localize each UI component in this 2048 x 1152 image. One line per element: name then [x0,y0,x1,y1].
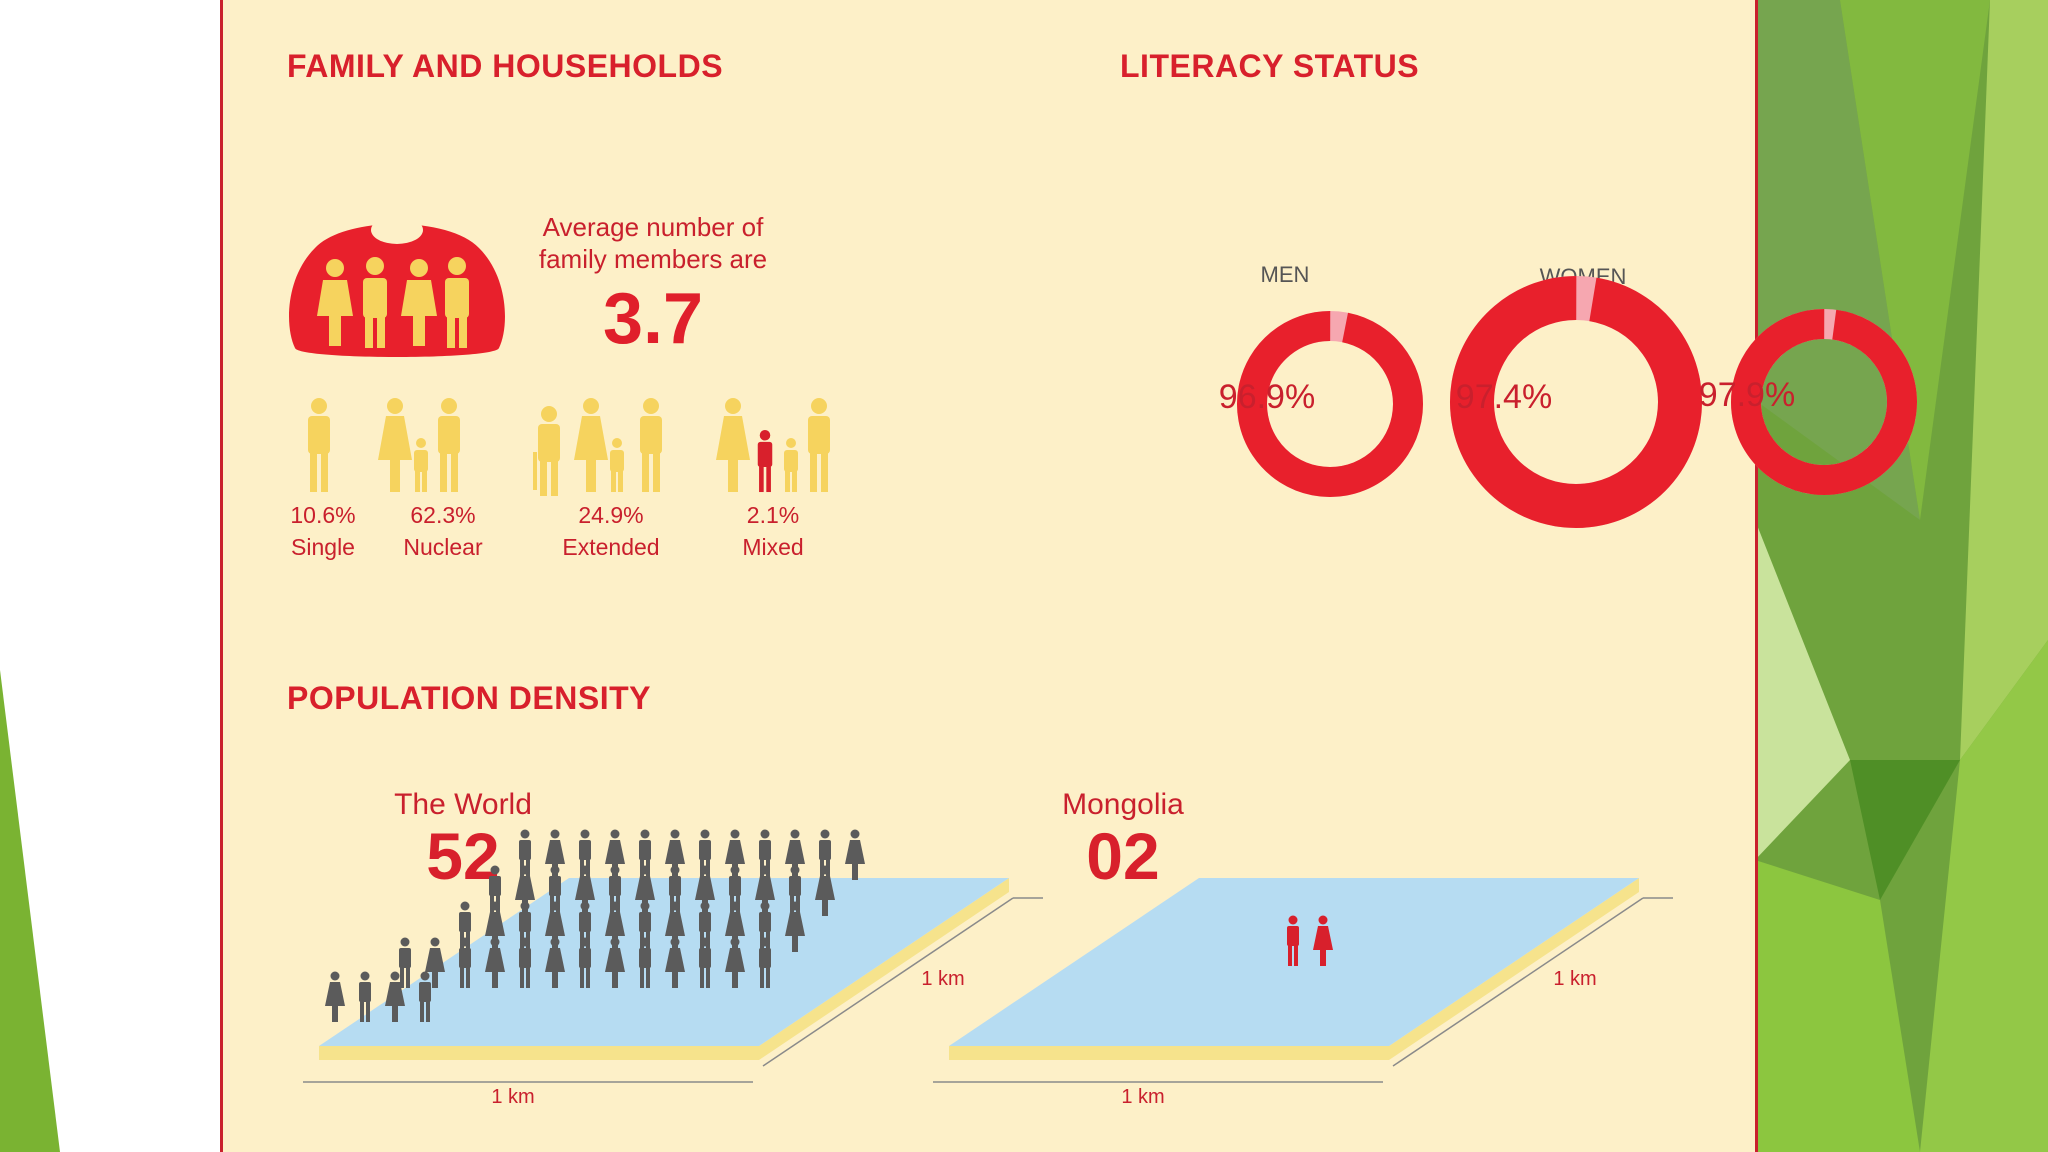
literacy-ring-men-fill [1237,311,1423,497]
nuclear-child-icon [414,438,428,492]
world-width-label: 1 km [491,1086,535,1108]
population-density-heading: POPULATION DENSITY [287,680,651,716]
mongolia-label: Mongolia [1062,788,1184,821]
literacy-status-heading: LITERACY STATUS [1120,48,1420,84]
world-person-icon [359,971,371,1022]
average-members-line1: Average number of [542,212,764,242]
household-types-icons [308,398,830,496]
extended-father-icon [640,398,662,492]
world-person-icon [399,937,411,988]
extended-percent: 24.9% [578,502,644,528]
mixed-man-icon [808,398,830,492]
mongolia-width-label: 1 km [1121,1086,1165,1108]
world-person-icon [845,829,865,880]
extended-mother-icon [574,398,608,492]
men-label: MEN [1260,262,1310,287]
world-plate [303,878,1043,1083]
single-label: Single [291,534,355,560]
literacy-ring-total [1450,276,1702,528]
mixed-woman-icon [716,398,750,492]
family-group-icon [289,216,505,357]
mongolia-depth-label: 1 km [1553,968,1597,990]
extended-label: Extended [562,534,660,560]
mixed-highlight-icon [757,430,773,493]
mixed-percent: 2.1% [746,502,800,528]
extended-child-icon [610,438,624,492]
infographic-card: FAMILY AND HOUSEHOLDS LITERACY STATUS PO… [220,0,1917,1152]
mongolia-value: 02 [1086,819,1160,893]
world-label: The World [394,788,532,821]
nuclear-mother-icon [378,398,412,492]
mixed-label: Mixed [742,534,804,560]
literacy-ring-women [1731,309,1917,495]
average-members-line2: family members are [538,244,768,274]
literacy-rings [1237,276,1917,528]
world-value: 52 [426,819,500,893]
average-members-value: 3.7 [602,279,704,359]
nuclear-percent: 62.3% [410,502,476,528]
literacy-ring-men [1237,311,1423,497]
literacy-total-value: 97.4% [1455,378,1553,416]
extended-grandparent-icon [538,406,560,496]
world-person-icon [325,971,345,1022]
nuclear-father-icon [438,398,460,492]
world-depth-label: 1 km [921,968,965,990]
literacy-ring-total-fill [1450,276,1702,528]
literacy-women-value: 97.9% [1698,376,1796,414]
density-plates [303,829,1673,1083]
family-households-heading: FAMILY AND HOUSEHOLDS [287,48,724,84]
single-icon [308,398,330,492]
mixed-child-icon [784,438,798,492]
nuclear-label: Nuclear [403,534,483,560]
literacy-men-value: 96.9% [1218,378,1316,416]
single-percent: 10.6% [290,502,356,528]
